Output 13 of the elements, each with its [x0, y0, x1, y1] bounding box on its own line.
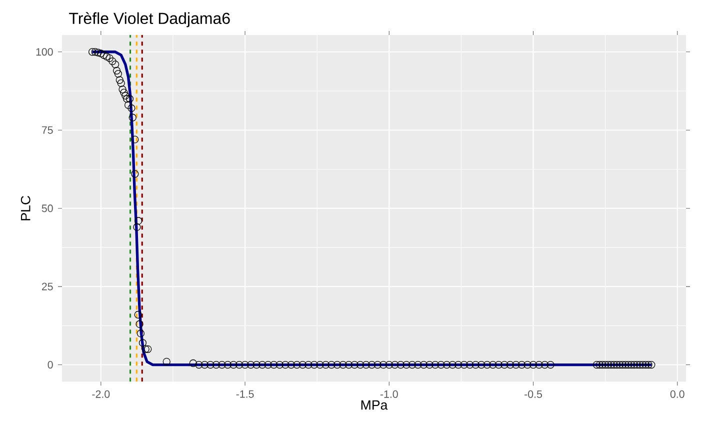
chart-title: Trèfle Violet Dadjama6	[69, 12, 230, 28]
x-axis-title: MPa	[361, 400, 388, 410]
y-tick-label: 100	[36, 48, 53, 56]
y-tick-label: 25	[42, 282, 53, 290]
y-axis-title: PLC	[20, 196, 30, 220]
x-tick-label: -2.0	[92, 390, 110, 398]
y-tick-label: 0	[48, 361, 53, 369]
y-tick-label: 75	[42, 126, 53, 134]
x-tick-label: -1.5	[236, 390, 254, 398]
x-tick-label: -0.5	[524, 390, 542, 398]
x-tick-label: -1.0	[380, 390, 398, 398]
x-tick-label: 0.0	[670, 390, 684, 398]
y-tick-label: 50	[42, 204, 53, 212]
